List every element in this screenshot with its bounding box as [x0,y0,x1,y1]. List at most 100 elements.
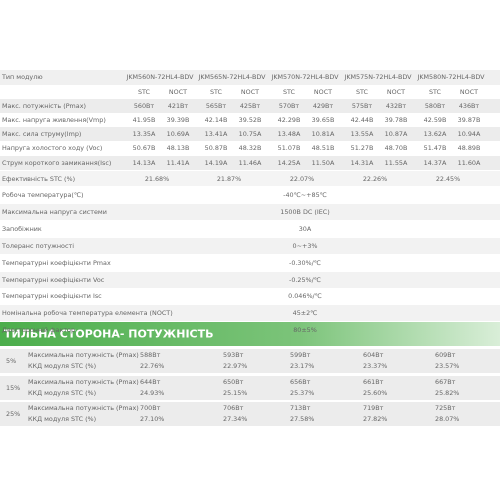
row-background [0,187,500,203]
row-label: Максимальна напруга системи [2,207,107,216]
cell-value: 25.82% [435,388,460,397]
row-background [0,271,500,288]
cell-value: 661Вт [363,377,384,386]
cell-value: 14.25A [277,159,301,167]
cell-value: 22.45% [435,175,461,183]
condition: STC [355,88,369,96]
row-background [0,237,500,254]
cell-value: 27.10% [140,415,165,423]
cell-value: 48.51В [311,144,335,152]
cell-value: 48.89В [457,144,481,152]
cell-value: 39.39В [166,116,190,124]
cell-value: 42.44В [350,116,374,124]
row-label: ККД модуля STC (%) [28,388,97,397]
cell-value: 51.07В [277,144,301,152]
model-name: JKM580N-72HL4-BDV [417,73,485,81]
row-background [0,141,500,155]
row-label: Максимальна потужність (Pmax) [28,377,139,386]
cell-value: 700Вт [140,404,161,412]
condition: NOCT [240,88,260,96]
cell-value: 21.68% [144,175,170,183]
row-background [0,70,500,85]
cell-value: 725Вт [435,404,456,412]
cell-value: 39.78В [384,116,408,124]
cell-value: -0.30%/℃ [289,258,321,267]
gain-label: 25% [6,410,21,418]
cell-value: -40℃~+85℃ [283,191,327,199]
cell-value: 22.07% [289,175,315,183]
condition: NOCT [459,88,479,96]
row-background [0,171,500,186]
cell-value: 22.97% [223,362,248,370]
cell-value: 51.27В [350,144,374,152]
cell-value: 24.93% [140,388,165,397]
row-background [0,127,500,141]
row-label: ККД модуля STC (%) [28,362,97,370]
cell-value: 13.48A [277,130,301,138]
row-label: Струм короткого замикання(Isc) [2,159,112,167]
rear-banner: ТИЛЬНА СТОРОНА- ПОТУЖНІСТЬ [0,322,500,346]
cell-value: 27.34% [223,415,248,423]
row-label: Двосторонній фактор [2,326,76,335]
cell-value: 425Вт [239,102,261,110]
row-label: Макс. напруга живлення(Vmp) [2,116,106,124]
row-background [0,203,500,220]
row-background [0,305,500,322]
cell-value: 45±2℃ [292,309,318,318]
cell-value: 588Вт [140,351,161,359]
row-background [0,113,500,127]
cell-value: 14.37A [423,159,447,167]
cell-value: 14.31A [350,159,374,167]
cell-value: 13.41A [204,130,228,138]
condition: NOCT [386,88,406,96]
cell-value: 42.29В [277,116,301,124]
row-background [0,402,500,426]
cell-value: 0~+3% [292,241,318,250]
cell-value: 48.13В [166,144,190,152]
cell-value: 10.94A [457,130,481,138]
cell-value: 10.87A [384,130,408,138]
cell-value: 25.37% [290,388,315,397]
row-background [0,156,500,170]
row-background [0,349,500,373]
rear-title: ТИЛЬНА СТОРОНА- ПОТУЖНІСТЬ [4,327,214,341]
cell-value: 713Вт [290,404,311,412]
cell-value: 421Вт [167,102,189,110]
cell-value: 28.07% [435,415,460,423]
cell-value: 21.87% [216,175,242,183]
gain-label: 5% [6,357,17,365]
row-label: Температурні коефіцієнти Pmax [2,258,111,267]
cell-value: 10.81A [311,130,335,138]
cell-value: 11.50A [311,159,335,167]
row-background [0,99,500,113]
condition: NOCT [313,88,333,96]
cell-value: 10.69A [166,130,190,138]
row-label: ККД модуля STC (%) [28,415,97,423]
cell-value: 42.59В [423,116,447,124]
cell-value: 599Вт [290,351,311,359]
header-label: Тип модулю [2,73,43,81]
row-label: Ефективність STC (%) [2,175,76,183]
condition: STC [282,88,296,96]
cell-value: 580Вт [424,102,446,110]
condition: STC [428,88,442,96]
cell-value: 39.52В [238,116,262,124]
cell-value: 656Вт [290,377,311,386]
row-background [0,375,500,400]
cell-value: 42.14В [204,116,228,124]
condition: NOCT [168,88,188,96]
cell-value: 432Вт [385,102,407,110]
cell-value: 706Вт [223,404,244,412]
cell-value: 560Вт [133,102,155,110]
row-background [0,288,500,305]
cell-value: 25.60% [363,388,388,397]
row-label: Макс. сила струму(Imp) [2,130,82,138]
row-label: Робоча температура(℃) [2,191,84,199]
cell-value: 27.82% [363,415,388,423]
cell-value: 609Вт [435,351,456,359]
cell-value: 39.65В [311,116,335,124]
cell-value: 41.95В [132,116,156,124]
cell-value: 51.47В [423,144,447,152]
cell-value: -0.25%/℃ [289,275,321,284]
cell-value: 1500В DC (IEC) [280,207,330,216]
